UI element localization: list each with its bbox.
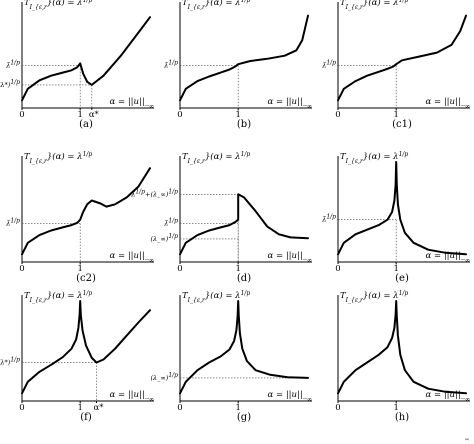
x-tick-label: 0 [19,110,24,120]
chart-title: TI_{ε,r}(α) = λ1/p [340,0,408,11]
y-tick-label: λ̄1/p [5,59,20,70]
x-axis-label: α = ||u||_∞ [268,390,312,403]
x-tick-label: 0 [177,264,182,274]
chart-title: TI_{ε,r}(α) = λ1/p [182,151,250,165]
y-tick-label: λ̄1/p+(λ_∞)1/p [130,188,178,199]
chart-b: TI_{ε,r}(α) = λ1/p α = ||u||_∞ 0 1 λ̄1/p (b) [163,0,312,130]
chart-title: TI_{ε,r}(α) = λ1/p [340,290,408,304]
chart-title: TI_{ε,r}(α) = λ1/p [182,0,250,11]
y-tick-label: λ̄1/p [321,59,336,70]
footnote-mark: (a) [465,437,469,441]
chart-caption: (d) [237,273,251,284]
chart-d: TI_{ε,r}(α) = λ1/p α = ||u||_∞ 0 1 λ̄1/p+(λ_… [130,151,312,284]
chart-title: TI_{ε,r}(α) = λ1/p [340,151,408,165]
y-tick-label: (λ_∞)1/p [150,371,178,382]
x-tick-label: 1 [235,110,240,120]
chart-h: TI_{ε,r}(α) = λ1/p α = ||u||_∞ 0 1(h) [335,290,470,423]
chart-c2: TI_{ε,r}(α) = λ1/p α = ||u||_∞ 0 1 λ̄1/p (c2) [5,151,154,284]
x-tick-label: α* [89,110,100,120]
chart-title: TI_{ε,r}(α) = λ1/p [24,290,92,304]
x-tick-label: 0 [19,403,24,413]
x-tick-label: 0 [177,403,182,413]
chart-title: TI_{ε,r}(α) = λ1/p [182,290,250,304]
chart-title: TI_{ε,r}(α) = λ1/p [24,0,92,11]
x-tick-label: 1 [235,264,240,274]
chart-caption: (a) [79,119,93,130]
x-axis-label: α = ||u||_∞ [426,251,470,264]
y-tick-label: (λ*)1/p [0,356,20,367]
x-axis-label: α = ||u||_∞ [110,97,154,110]
x-tick-label: 1 [77,110,82,120]
series-curve [337,14,467,102]
chart-a: TI_{ε,r}(α) = λ1/p α = ||u||_∞ 0 1 α* λ̄1/p (λ… [0,0,154,130]
x-tick-label: 1 [235,403,240,413]
x-axis-label: α = ||u||_∞ [426,390,470,403]
chart-caption: (g) [237,412,251,423]
x-tick-label: 1 [77,264,82,274]
series-curve [179,193,309,256]
chart-c1: TI_{ε,r}(α) = λ1/p α = ||u||_∞ 0 1 λ̄1/p (c1) [321,0,470,130]
x-axis-label: α = ||u||_∞ [426,97,470,110]
chart-caption: (h) [395,412,409,423]
chart-caption: (c1) [392,119,412,130]
series-curve [21,300,151,395]
x-tick-label: 0 [335,110,340,120]
y-tick-label: λ̄1/p [5,217,20,228]
series-curve [179,300,309,395]
x-tick-label: 0 [335,403,340,413]
y-tick-label: (λ*)1/p [0,78,20,89]
x-tick-label: 1 [393,110,398,120]
series-curve [21,16,151,102]
series-curve [21,167,151,256]
series-curve [337,161,467,256]
y-tick-label: λ̄1/p [321,213,336,224]
y-tick-label: (λ_∞)1/p [150,232,178,243]
chart-f: TI_{ε,r}(α) = λ1/p α = ||u||_∞ 0 1 α* (λ*)1/p… [0,290,154,423]
chart-e: TI_{ε,r}(α) = λ1/p α = ||u||_∞ 0 1 λ̄1/p (e) [321,151,470,284]
x-axis-label: α = ||u||_∞ [110,251,154,264]
chart-g: TI_{ε,r}(α) = λ1/p α = ||u||_∞ 0 1 (λ_∞)1/p (… [150,290,312,423]
x-tick-label: 0 [19,264,24,274]
x-axis-label: α = ||u||_∞ [268,97,312,110]
x-tick-label: 0 [177,110,182,120]
chart-caption: (e) [395,273,409,284]
x-tick-label: 1 [393,264,398,274]
series-curve [337,300,467,395]
chart-caption: (c2) [76,273,96,284]
chart-title: TI_{ε,r}(α) = λ1/p [24,151,92,165]
chart-caption: (b) [237,119,251,130]
y-tick-label: λ̄1/p [163,59,178,70]
x-tick-label: 1 [393,403,398,413]
series-curve [179,14,309,102]
chart-caption: (f) [80,412,92,423]
x-tick-label: α* [93,403,104,413]
x-axis-label: α = ||u||_∞ [110,390,154,403]
y-tick-label: λ̄1/p [163,217,178,228]
x-axis-label: α = ||u||_∞ [268,251,312,264]
x-tick-label: 1 [77,403,82,413]
x-tick-label: 0 [335,264,340,274]
